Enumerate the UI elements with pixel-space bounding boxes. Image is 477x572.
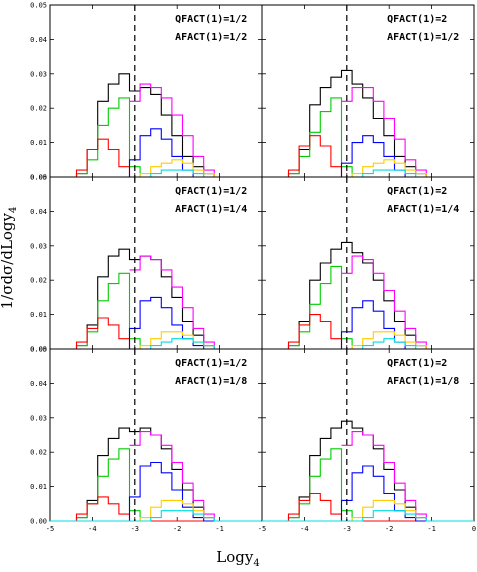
series-line-5 — [262, 135, 474, 178]
y-tick-label: 0.04 — [30, 380, 47, 388]
series-line-7 — [50, 510, 262, 522]
panel-label-qfact: QFACT(1)=1/2 — [175, 358, 247, 369]
panel-label-afact: AFACT(1)=1/4 — [175, 204, 247, 215]
y-tick-label: 0.02 — [30, 277, 47, 285]
y-tick-label: 0.02 — [30, 105, 47, 113]
x-axis-title: Logy4 — [216, 548, 259, 569]
series-line-1 — [262, 69, 474, 178]
y-tick-label: 0.05 — [30, 346, 47, 354]
x-tick-label: -1 — [427, 525, 435, 533]
y-tick-label: 0.03 — [30, 242, 47, 250]
panel-label-qfact: QFACT(1)=2 — [387, 358, 447, 369]
panel-2: QFACT(1)=2 AFACT(1)=1/2 — [261, 4, 475, 178]
y-tick-label: 0.02 — [30, 449, 47, 457]
panel-3: QFACT(1)=1/2 AFACT(1)=1/4 — [49, 176, 263, 350]
panel-frame — [49, 176, 263, 350]
panel-4: QFACT(1)=2 AFACT(1)=1/4 — [261, 176, 475, 350]
x-tick-label: -5 — [46, 525, 54, 533]
panel-label-qfact: QFACT(1)=1/2 — [175, 186, 247, 197]
panel-label-afact: AFACT(1)=1/8 — [175, 376, 247, 387]
y-axis-title: 1/σdσ/dLogy4 — [0, 207, 19, 310]
panel-label-qfact: QFACT(1)=2 — [387, 186, 447, 197]
series-line-4 — [262, 314, 474, 350]
series-line-3 — [262, 97, 474, 178]
y-tick-label: 0.05 — [30, 174, 47, 182]
x-tick-label: -2 — [173, 525, 181, 533]
panel-label-afact: AFACT(1)=1/4 — [387, 204, 459, 215]
y-tick-label: 0.03 — [30, 70, 47, 78]
panel-label-afact: AFACT(1)=1/8 — [387, 376, 459, 387]
y-tick-label: 0.00 — [30, 518, 47, 526]
series-line-2 — [341, 87, 474, 178]
series-line-3 — [50, 448, 262, 522]
panel-5: QFACT(1)=1/2 AFACT(1)=1/8 — [49, 348, 263, 522]
panel-label-afact: AFACT(1)=1/2 — [175, 32, 247, 43]
series-line-5 — [50, 296, 262, 350]
series-line-6 — [50, 331, 262, 350]
x-tick-label: -4 — [300, 525, 308, 533]
panel-grid: QFACT(1)=1/2 AFACT(1)=1/2 QFACT(1)=2 AFACT(… — [49, 4, 475, 522]
y-tick-label: 0.03 — [30, 414, 47, 422]
panel-label-qfact: QFACT(1)=1/2 — [175, 14, 247, 25]
series-line-1 — [50, 248, 262, 350]
series-line-1 — [50, 73, 262, 178]
x-tick-label: -3 — [131, 525, 139, 533]
series-line-4 — [262, 135, 474, 178]
series-line-7 — [262, 510, 474, 522]
panel-frame — [261, 4, 475, 178]
series-line-5 — [50, 461, 262, 522]
panel-label-afact: AFACT(1)=1/2 — [387, 32, 459, 43]
panel-1: QFACT(1)=1/2 AFACT(1)=1/2 — [49, 4, 263, 178]
x-tick-label: -2 — [385, 525, 393, 533]
series-line-6 — [262, 331, 474, 350]
series-line-3 — [50, 272, 262, 350]
y-tick-labels: 0.000.010.020.030.040.050.000.010.020.03… — [30, 2, 47, 526]
series-line-7 — [262, 338, 474, 350]
series-line-5 — [262, 465, 474, 522]
y-tick-label: 0.01 — [30, 311, 47, 319]
series-line-1 — [262, 241, 474, 350]
y-tick-label: 0.05 — [30, 2, 47, 10]
y-tick-label: 0.01 — [30, 483, 47, 491]
panel-label-qfact: QFACT(1)=2 — [387, 14, 447, 25]
series-line-7 — [50, 338, 262, 350]
series-line-4 — [50, 138, 262, 178]
x-tick-label: 0 — [472, 525, 476, 533]
y-tick-label: 0.04 — [30, 36, 47, 44]
panel-frame — [49, 4, 263, 178]
series-line-1 — [262, 420, 474, 522]
series-line-3 — [262, 448, 474, 522]
series-line-3 — [50, 97, 262, 178]
series-line-6 — [262, 159, 474, 178]
y-tick-label: 0.04 — [30, 208, 47, 216]
series-line-6 — [50, 159, 262, 178]
series-line-4 — [50, 317, 262, 350]
x-tick-label: -5 — [258, 525, 266, 533]
y-tick-label: 0.00 — [30, 346, 47, 354]
panel-6: QFACT(1)=2 AFACT(1)=1/8 — [261, 348, 475, 522]
y-tick-label: 0.01 — [30, 139, 47, 147]
series-line-2 — [129, 83, 262, 178]
y-tick-label: 0.00 — [30, 174, 47, 182]
x-tick-label: -4 — [88, 525, 96, 533]
series-line-3 — [262, 265, 474, 350]
x-tick-label: -1 — [215, 525, 223, 533]
x-tick-label: -3 — [343, 525, 351, 533]
x-tick-labels: -5 -4 -3 -2 -1 -5 -4 -3 -2 -1 0 — [46, 525, 476, 533]
